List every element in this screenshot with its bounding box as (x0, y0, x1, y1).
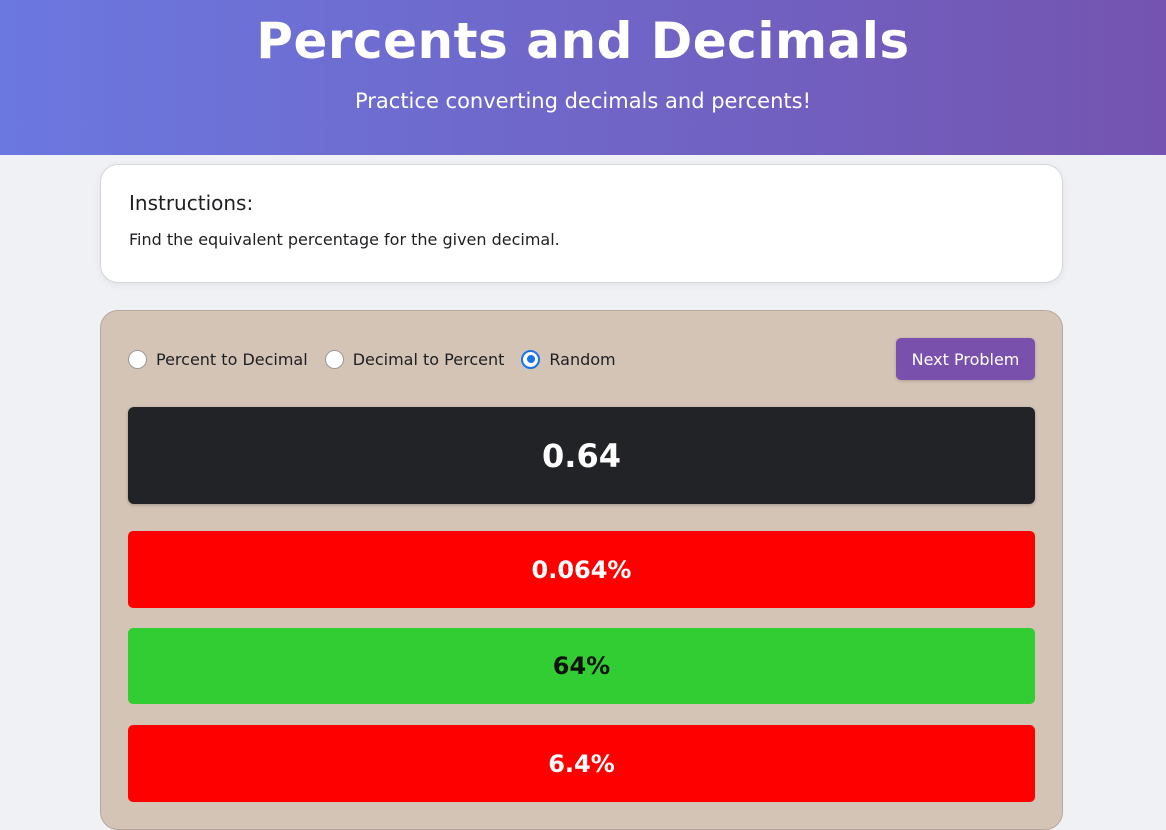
problem-display: 0.64 (128, 407, 1035, 504)
answer-option-2[interactable]: 64% (128, 628, 1035, 704)
answer-option-1[interactable]: 0.064% (128, 531, 1035, 608)
mode-percent-to-decimal[interactable]: Percent to Decimal (128, 349, 308, 369)
practice-panel: Percent to Decimal Decimal to Percent Ra… (100, 310, 1063, 830)
page-header: Percents and Decimals Practice convertin… (0, 0, 1166, 155)
radio-label-decimal-to-percent: Decimal to Percent (352, 349, 505, 369)
instructions-card: Instructions: Find the equivalent percen… (100, 164, 1063, 283)
page-title: Percents and Decimals (256, 12, 910, 70)
page-subtitle: Practice converting decimals and percent… (354, 89, 811, 113)
answer-option-3[interactable]: 6.4% (128, 725, 1035, 802)
radio-label-percent-to-decimal: Percent to Decimal (156, 349, 308, 369)
instructions-text: Find the equivalent percentage for the g… (129, 230, 560, 249)
next-problem-button[interactable]: Next Problem (896, 338, 1035, 380)
instructions-heading: Instructions: (129, 191, 254, 215)
mode-controls: Percent to Decimal Decimal to Percent Ra… (128, 338, 1035, 380)
radio-label-random: Random (549, 349, 616, 369)
radio-random[interactable] (521, 349, 541, 369)
mode-random[interactable]: Random (521, 349, 616, 369)
radio-percent-to-decimal[interactable] (128, 349, 147, 369)
mode-decimal-to-percent[interactable]: Decimal to Percent (324, 349, 505, 369)
radio-decimal-to-percent[interactable] (324, 349, 344, 369)
